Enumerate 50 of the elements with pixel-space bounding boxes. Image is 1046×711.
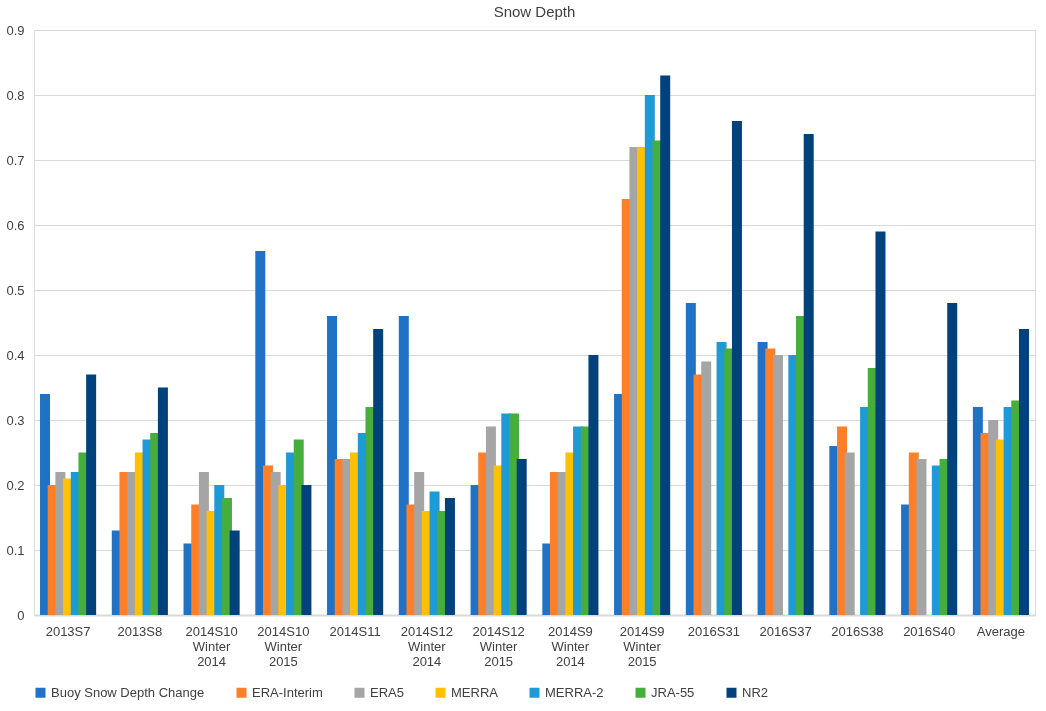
x-tick-label: 2016S38 bbox=[831, 623, 884, 639]
bar bbox=[660, 75, 671, 615]
x-tick-label: 2014S9 Winter 2014 bbox=[547, 623, 593, 669]
bar bbox=[157, 387, 168, 615]
bar bbox=[844, 452, 855, 615]
x-tick-label: 2016S40 bbox=[903, 623, 956, 639]
x-tick-label: 2014S10 Winter 2014 bbox=[185, 623, 238, 669]
bar bbox=[803, 134, 814, 615]
bar bbox=[588, 355, 599, 615]
bar bbox=[701, 361, 712, 615]
x-tick-label: 2014S11 bbox=[329, 623, 381, 639]
legend-label: MERRA-2 bbox=[545, 684, 604, 700]
y-tick-label: 0.6 bbox=[6, 217, 25, 233]
bar bbox=[1018, 329, 1029, 615]
y-tick-label: 0.3 bbox=[6, 412, 25, 428]
chart-title: Snow Depth bbox=[493, 3, 576, 20]
bar bbox=[373, 329, 384, 615]
y-tick-label: 0.4 bbox=[6, 347, 25, 363]
legend-label: ERA-Interim bbox=[252, 684, 323, 700]
y-tick-label: 0.9 bbox=[6, 22, 25, 38]
bar bbox=[875, 231, 886, 615]
bar bbox=[516, 459, 527, 615]
bar bbox=[731, 121, 742, 615]
x-tick-label: 2014S12 Winter 2015 bbox=[472, 623, 525, 669]
bar bbox=[947, 303, 958, 615]
x-tick-label: 2016S37 bbox=[759, 623, 812, 639]
x-tick-label: 2013S7 bbox=[45, 623, 91, 639]
x-tick-label: Average bbox=[976, 623, 1026, 639]
x-tick-label: 2014S10 Winter 2015 bbox=[257, 623, 310, 669]
y-tick-label: 0 bbox=[17, 607, 25, 623]
legend-label: ERA5 bbox=[370, 684, 404, 700]
y-tick-label: 0.2 bbox=[6, 477, 25, 493]
bar bbox=[444, 498, 455, 615]
y-tick-label: 0.1 bbox=[6, 542, 25, 558]
bar bbox=[86, 374, 97, 615]
x-tick-label: 2014S12 Winter 2014 bbox=[400, 623, 453, 669]
bar bbox=[916, 459, 927, 615]
legend-label: NR2 bbox=[742, 684, 769, 700]
x-tick-label: 2016S31 bbox=[687, 623, 740, 639]
bar bbox=[229, 530, 240, 615]
legend-label: JRA-55 bbox=[651, 684, 695, 700]
y-tick-label: 0.5 bbox=[6, 282, 25, 298]
bar bbox=[301, 485, 312, 615]
y-tick-label: 0.8 bbox=[6, 87, 25, 103]
legend-label: Buoy Snow Depth Change bbox=[51, 684, 205, 700]
bar bbox=[772, 355, 783, 615]
x-tick-label: 2013S8 bbox=[117, 623, 163, 639]
y-tick-label: 0.7 bbox=[6, 152, 25, 168]
x-tick-label: 2014S9 Winter 2015 bbox=[619, 623, 665, 669]
legend-label: MERRA bbox=[451, 684, 499, 700]
